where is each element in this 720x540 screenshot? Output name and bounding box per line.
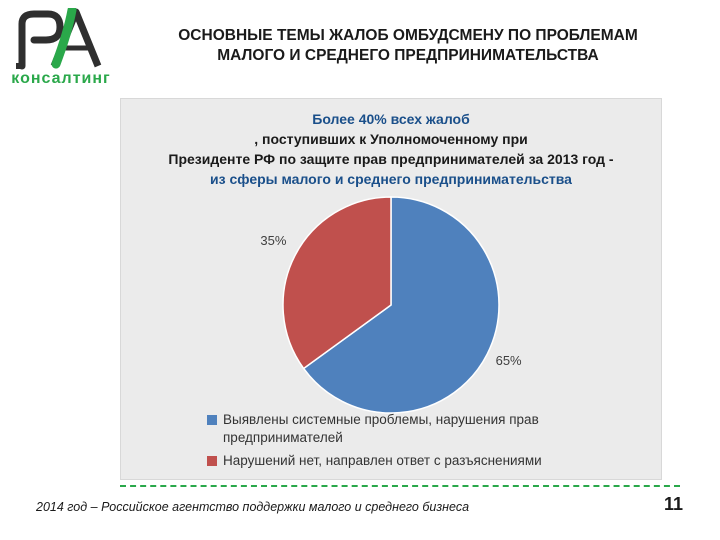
chart-title-highlight: Более 40% всех жалоб [312,111,470,127]
page-title: ОСНОВНЫЕ ТЕМЫ ЖАЛОБ ОМБУДСМЕНУ ПО ПРОБЛЕ… [128,26,688,66]
pie-slice-0 [302,196,500,414]
page-title-line1: ОСНОВНЫЕ ТЕМЫ ЖАЛОБ ОМБУДСМЕНУ ПО ПРОБЛЕ… [178,27,638,44]
legend-item-no-violations: Нарушений нет, направлен ответ с разъясн… [207,452,647,470]
chart-title-line1-rest: , поступивших к Уполномоченному при [254,131,528,147]
chart-title-line1: Более 40% всех жалоб , поступивших к Упол… [121,109,661,149]
pie-data-label-0: 65% [496,353,522,368]
footer-divider [120,485,680,487]
logo-caption: консалтинг [0,70,122,88]
chart-title: Более 40% всех жалоб , поступивших к Упол… [121,109,661,189]
chart-legend: Выявлены системные проблемы, нарушения п… [207,411,647,475]
pie-slice-1 [282,196,392,370]
legend-label: Выявлены системные проблемы, нарушения п… [223,412,539,445]
page-number: 11 [664,494,684,514]
chart-area: 65% 35% Более 40% всех жалоб , поступивших… [120,98,662,480]
logo: консалтинг [0,6,122,88]
legend-label: Нарушений нет, направлен ответ с разъясн… [223,453,542,468]
pie-data-label-1: 35% [260,233,286,248]
logo-mark-icon [16,8,102,70]
footer-text: 2014 год – Российское агентство поддержк… [36,500,470,514]
legend-item-system-problems: Выявлены системные проблемы, нарушения п… [207,411,647,447]
pie-chart: 65% 35% [260,196,522,414]
chart-title-line2: Президенте РФ по защите прав предпринима… [168,151,614,167]
page-title-line2: МАЛОГО И СРЕДНЕГО ПРЕДПРИНИМАТЕЛЬСТВА [217,47,599,64]
legend-swatch-blue [207,415,217,425]
chart-title-line3: из сферы малого и среднего предпринимате… [210,171,572,187]
legend-swatch-red [207,456,217,466]
